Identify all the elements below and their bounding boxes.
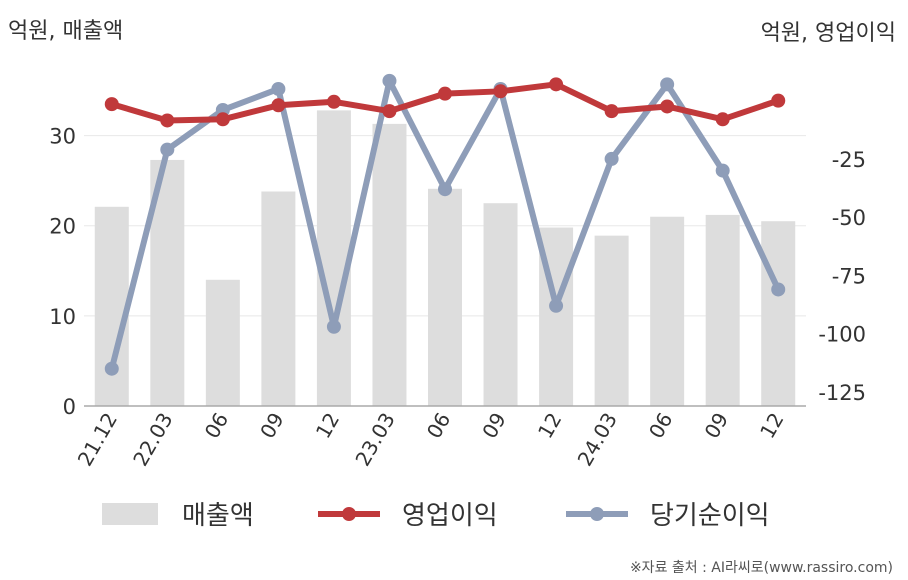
bar <box>372 123 407 407</box>
bar <box>205 279 240 406</box>
x-tick-label: 09 <box>477 409 511 443</box>
data-point <box>104 361 119 376</box>
left-axis-label: 억원, 매출액 <box>8 19 123 44</box>
left-tick-label: 10 <box>49 305 76 329</box>
legend-swatch-sales <box>102 503 158 525</box>
data-point <box>604 104 619 119</box>
left-tick-label: 30 <box>49 125 76 149</box>
bar <box>261 191 296 406</box>
x-tick-label: 12 <box>533 409 567 443</box>
data-point <box>104 97 119 112</box>
x-tick-label: 23.03 <box>350 409 399 471</box>
legend-label-sales: 매출액 <box>182 501 254 531</box>
x-tick-label: 12 <box>311 409 345 443</box>
x-tick-label: 06 <box>422 409 456 443</box>
bar <box>594 235 629 406</box>
right-tick-label: -50 <box>832 206 866 230</box>
data-point <box>160 142 175 157</box>
bar <box>705 214 740 406</box>
x-tick-label: 12 <box>755 409 789 443</box>
data-point <box>271 81 286 96</box>
right-tick-label: -125 <box>818 381 866 405</box>
bar <box>761 221 796 406</box>
bar <box>650 216 685 406</box>
left-tick-label: 0 <box>63 395 76 419</box>
data-point <box>382 104 397 119</box>
data-point <box>549 77 564 92</box>
legend-marker-net-income <box>590 507 604 521</box>
data-point <box>382 73 397 88</box>
right-tick-label: -75 <box>832 264 866 288</box>
data-point <box>604 151 619 166</box>
line-series <box>104 73 786 376</box>
x-tick-label: 06 <box>200 409 234 443</box>
bar <box>316 110 351 406</box>
data-point <box>493 84 508 99</box>
x-tick-label: 09 <box>700 409 734 443</box>
left-tick-label: 20 <box>49 215 76 239</box>
data-point <box>215 112 230 127</box>
bar <box>94 206 129 406</box>
legend-label-operating-profit: 영업이익 <box>402 501 498 531</box>
data-point <box>160 113 175 128</box>
data-point <box>771 93 786 108</box>
source-note: ※자료 출처 : AI라씨로(www.rassiro.com) <box>630 560 893 576</box>
legend-label-net-income: 당기순이익 <box>650 501 770 531</box>
right-axis-label: 억원, 영업이익 <box>761 21 896 46</box>
legend-marker-operating-profit <box>342 507 356 521</box>
line-series-operating-profit <box>104 77 786 128</box>
data-point <box>271 98 286 113</box>
x-tick-label: 06 <box>644 409 678 443</box>
x-tick-label: 21.12 <box>73 409 122 471</box>
x-tick-label: 22.03 <box>128 409 177 471</box>
data-point <box>438 182 452 197</box>
right-tick-label: -25 <box>832 148 866 172</box>
bar-series-sales <box>94 110 796 407</box>
x-tick-label: 09 <box>255 409 289 443</box>
x-tick-label: 24.03 <box>573 409 622 471</box>
data-point <box>660 77 675 92</box>
right-tick-label: -100 <box>818 323 866 347</box>
data-point <box>660 99 675 114</box>
data-point <box>771 282 786 297</box>
data-point <box>438 86 452 101</box>
data-point <box>549 298 564 313</box>
data-point <box>715 112 730 127</box>
data-point <box>326 319 341 334</box>
data-point <box>715 163 730 178</box>
bar <box>483 203 518 406</box>
legend: 매출액 영업이익 당기순이익 <box>102 501 770 531</box>
bar <box>428 188 462 406</box>
data-point <box>326 94 341 109</box>
